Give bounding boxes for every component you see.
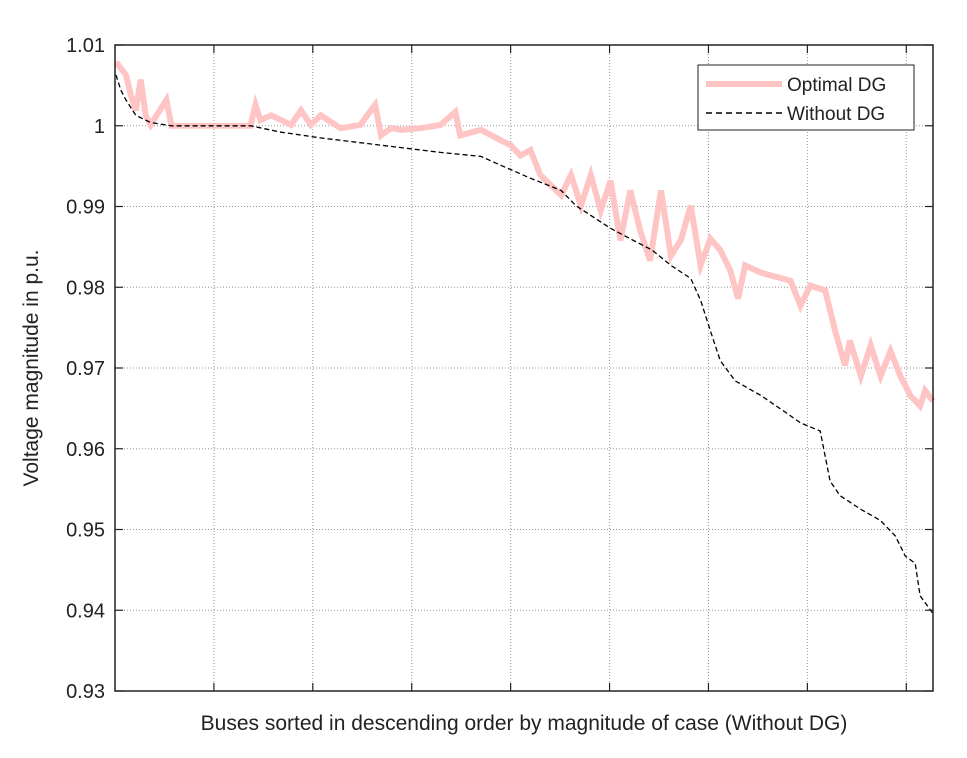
series-line-optimal-dg [113,60,936,412]
legend-label-without-dg: Without DG [787,104,885,125]
y-tick-label: 1 [94,116,105,138]
grid [115,45,933,691]
y-tick-label: 0.95 [66,520,105,542]
y-axis-label: Voltage magnitude in p.u. [20,249,43,486]
y-tick-label: 0.97 [66,358,105,380]
y-tick-label: 0.94 [66,600,105,622]
legend: Optimal DG Without DG [697,64,915,131]
series-group [113,60,936,614]
y-tick-label: 0.99 [66,197,105,219]
series-line-without-dg [115,74,934,614]
y-tick-label: 0.96 [66,439,105,461]
y-tick-label: 1.01 [66,35,105,57]
legend-label-optimal-dg: Optimal DG [787,75,886,96]
y-tick-label: 0.98 [66,277,105,299]
axis-ticks: 0.93 0.94 0.95 0.96 0.97 0.98 0.99 1 1.01 [66,35,933,703]
legend-box [697,64,915,131]
x-axis-label: Buses sorted in descending order by magn… [201,712,848,735]
y-tick-label: 0.93 [66,681,105,703]
